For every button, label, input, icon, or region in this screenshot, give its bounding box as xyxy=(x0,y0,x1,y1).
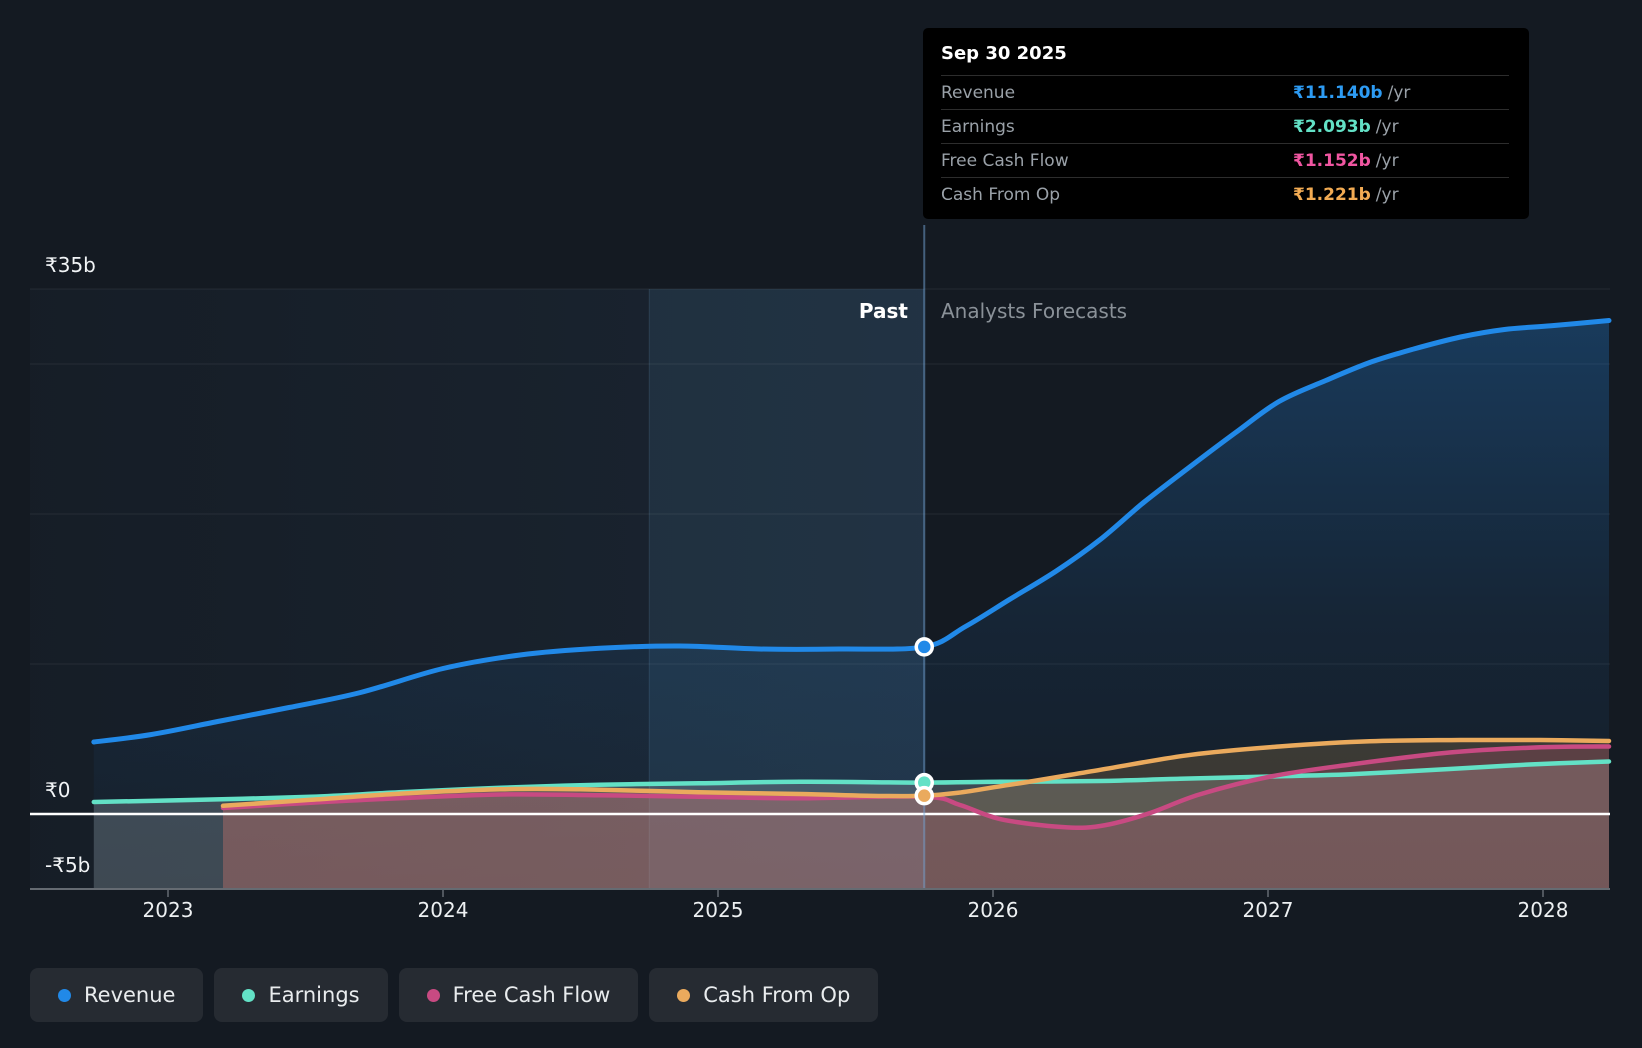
x-axis-label: 2026 xyxy=(967,898,1019,922)
past-label: Past xyxy=(858,299,908,323)
tooltip-row-earnings: Earnings ₹2.093b/yr xyxy=(941,109,1509,143)
earnings-legend-dot-icon xyxy=(242,988,256,1002)
chart-legend: Revenue Earnings Free Cash Flow Cash From O… xyxy=(30,968,879,1022)
revenue-line xyxy=(91,318,1612,745)
legend-item-free-cash-flow[interactable]: Free Cash Flow xyxy=(398,968,639,1022)
tooltip-row-revenue: Revenue ₹11.140b/yr xyxy=(941,75,1509,109)
x-axis-label: 2025 xyxy=(692,898,744,922)
x-axis-label: 2028 xyxy=(1517,898,1569,922)
y-axis-label: -₹5b xyxy=(45,853,91,877)
x-axis-label: 2023 xyxy=(142,898,194,922)
free-cash-flow-legend-dot-icon xyxy=(426,988,440,1002)
legend-item-earnings[interactable]: Earnings xyxy=(214,968,388,1022)
tooltip-row-free-cash-flow: Free Cash Flow ₹1.152b/yr xyxy=(941,143,1509,177)
tooltip-date-title: Sep 30 2025 xyxy=(941,43,1067,64)
legend-item-label: Revenue xyxy=(84,983,176,1007)
tooltip-row-label: Free Cash Flow xyxy=(941,150,1069,171)
free-cash-flow-line xyxy=(220,744,1612,831)
tooltip-row-value: ₹1.152b xyxy=(1293,150,1371,171)
revenue-marker-dot[interactable] xyxy=(914,637,934,657)
cash-from-op-legend-dot-icon xyxy=(677,988,691,1002)
analysts-forecasts-label: Analysts Forecasts xyxy=(941,299,1128,323)
tooltip-row-label: Cash From Op xyxy=(941,184,1061,205)
x-axis-label: 2027 xyxy=(1242,898,1294,922)
tooltip-row-value: ₹1.221b xyxy=(1293,184,1371,205)
tooltip-row-label: Earnings xyxy=(941,116,1015,137)
revenue-legend-dot-icon xyxy=(58,988,71,1002)
free-cash-flow-area xyxy=(223,746,1609,889)
tooltip-row-unit: /yr xyxy=(1375,116,1399,137)
hover-tooltip: Sep 30 2025 Revenue ₹11.140b/yr Earnings ₹2… xyxy=(923,28,1529,219)
legend-item-label: Earnings xyxy=(268,983,360,1007)
cash-from-op-marker-dot[interactable] xyxy=(914,785,934,806)
legend-item-label: Cash From Op xyxy=(703,983,851,1007)
y-axis-label: ₹0 xyxy=(45,778,71,802)
tooltip-row-value: ₹11.140b xyxy=(1293,82,1383,103)
legend-item-label: Free Cash Flow xyxy=(452,983,611,1007)
cash-from-op-line xyxy=(220,737,1612,809)
x-axis-label: 2024 xyxy=(417,898,469,922)
tooltip-row-label: Revenue xyxy=(941,82,1016,103)
tooltip-row-unit: /yr xyxy=(1375,184,1399,205)
tooltip-row-unit: /yr xyxy=(1387,82,1411,103)
y-axis-label: ₹35b xyxy=(45,253,96,277)
revenue-area xyxy=(93,320,1609,889)
legend-item-revenue[interactable]: Revenue xyxy=(30,968,204,1022)
tooltip-row-unit: /yr xyxy=(1375,150,1399,171)
tooltip-row-value: ₹2.093b xyxy=(1293,116,1371,137)
legend-item-cash-from-op[interactable]: Cash From Op xyxy=(649,968,879,1022)
tooltip-row-cash-from-op: Cash From Op ₹1.221b/yr xyxy=(941,177,1509,211)
